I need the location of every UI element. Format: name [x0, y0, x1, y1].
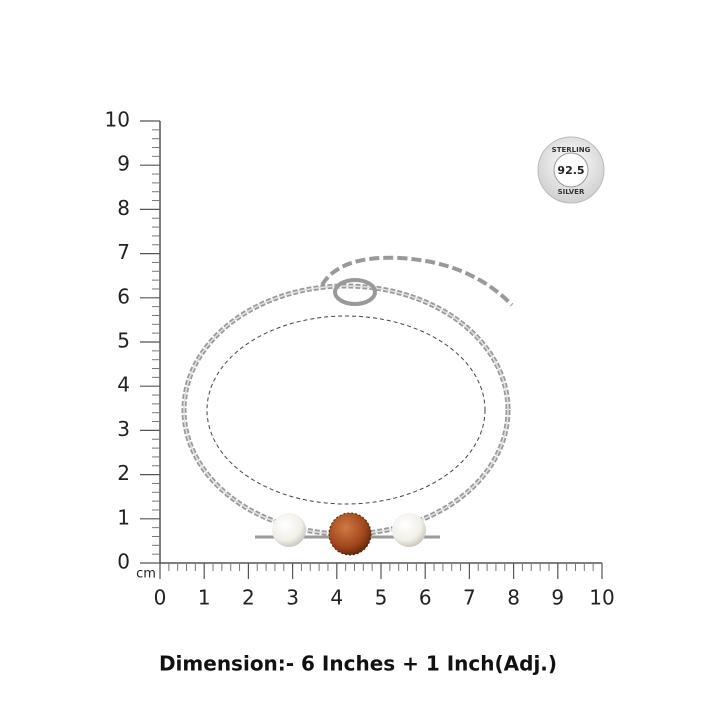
y-label: 1 — [117, 505, 130, 529]
chain — [181, 283, 511, 537]
x-label: 3 — [286, 586, 299, 610]
rudraksha-bead — [328, 512, 372, 556]
x-label: 10 — [589, 586, 614, 610]
unit-label: cm — [136, 567, 156, 582]
x-label: 4 — [330, 586, 343, 610]
y-label: 6 — [117, 284, 130, 308]
ruler-ticks — [140, 120, 603, 579]
y-label: 7 — [117, 240, 130, 264]
x-label: 2 — [242, 586, 255, 610]
x-label: 0 — [154, 586, 167, 610]
x-label: 5 — [375, 586, 388, 610]
x-label: 8 — [507, 586, 520, 610]
lobster-clasp — [333, 278, 377, 306]
x-label: 9 — [551, 586, 564, 610]
x-label: 6 — [419, 586, 432, 610]
pearl-right — [392, 513, 426, 547]
sterling-badge: STERLING 92.5 SILVER — [537, 136, 605, 204]
x-label: 1 — [198, 586, 211, 610]
extension-chain — [320, 255, 514, 307]
y-label: 10 — [105, 108, 130, 132]
y-label: 9 — [117, 152, 130, 176]
x-label: 7 — [463, 586, 476, 610]
badge-top: STERLING — [552, 146, 591, 154]
y-label: 5 — [117, 329, 130, 353]
y-label: 3 — [117, 417, 130, 441]
y-label: 2 — [117, 461, 130, 485]
caption: Dimension:- 6 Inches + 1 Inch(Adj.) — [159, 652, 557, 676]
badge-bottom: SILVER — [558, 188, 585, 196]
y-label: 8 — [117, 196, 130, 220]
badge-inner — [553, 152, 589, 188]
badge-center: 92.5 — [557, 164, 584, 177]
inner-dashed-outline — [206, 315, 486, 505]
bracelet — [181, 255, 514, 556]
y-label: 0 — [117, 550, 130, 574]
pearl-left — [272, 513, 306, 547]
y-label: 4 — [117, 373, 130, 397]
